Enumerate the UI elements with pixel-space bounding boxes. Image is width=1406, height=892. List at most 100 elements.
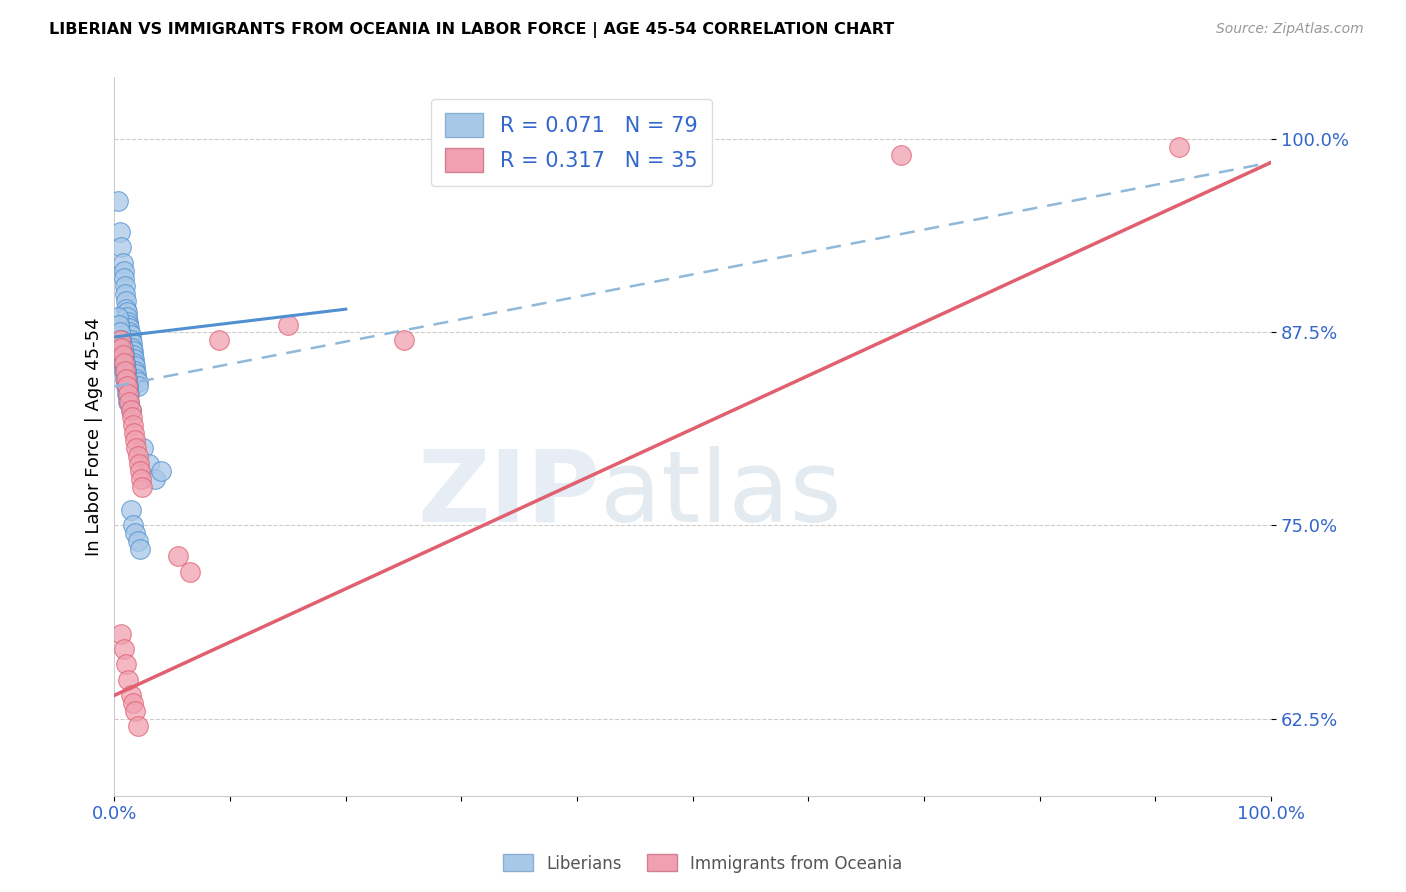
Point (124, 434, 146, 448)
Point (115, 310, 138, 324)
Point (107, 310, 129, 324)
Point (122, 696, 145, 710)
Y-axis label: In Labor Force | Age 45-54: In Labor Force | Age 45-54 (86, 318, 103, 556)
Point (122, 349, 145, 363)
Point (114, 364, 136, 378)
Point (118, 394, 141, 409)
Point (118, 326, 141, 340)
Point (107, 326, 129, 340)
Point (179, 565, 201, 579)
Point (111, 349, 134, 363)
Point (117, 387, 139, 401)
Point (112, 356, 135, 370)
Point (108, 318, 131, 332)
Point (167, 549, 190, 564)
Point (124, 364, 146, 378)
Text: LIBERIAN VS IMMIGRANTS FROM OCEANIA IN LABOR FORCE | AGE 45-54 CORRELATION CHART: LIBERIAN VS IMMIGRANTS FROM OCEANIA IN L… (49, 22, 894, 38)
Point (115, 379, 138, 393)
Point (115, 379, 138, 393)
Point (132, 441, 155, 455)
Point (108, 318, 131, 332)
Point (111, 341, 134, 355)
Point (112, 642, 135, 657)
Text: ZIP: ZIP (418, 446, 600, 542)
Point (117, 673, 139, 687)
Point (110, 349, 132, 363)
Point (890, 147, 912, 161)
Point (120, 328, 142, 343)
Point (118, 320, 141, 334)
Point (138, 457, 160, 471)
Point (108, 326, 131, 340)
Point (114, 364, 136, 378)
Point (122, 425, 145, 440)
Point (112, 263, 135, 277)
Point (114, 372, 136, 386)
Point (108, 333, 131, 347)
Point (127, 533, 149, 548)
Point (128, 464, 150, 478)
Point (149, 464, 172, 478)
Point (111, 349, 134, 363)
Point (117, 394, 139, 409)
Point (108, 341, 131, 355)
Point (115, 657, 138, 672)
Point (122, 343, 145, 358)
Point (124, 359, 146, 374)
Point (124, 704, 146, 718)
Point (207, 333, 229, 347)
Point (110, 626, 132, 640)
Point (110, 333, 132, 347)
Point (112, 271, 135, 285)
Point (112, 364, 135, 378)
Point (117, 379, 139, 393)
Point (111, 256, 134, 270)
Point (115, 302, 138, 317)
Point (131, 480, 153, 494)
Point (117, 318, 139, 332)
Point (125, 372, 148, 386)
Point (121, 336, 143, 351)
Point (120, 333, 142, 347)
Text: Source: ZipAtlas.com: Source: ZipAtlas.com (1216, 22, 1364, 37)
Point (122, 417, 145, 432)
Point (110, 240, 132, 254)
Point (115, 364, 138, 378)
Point (118, 387, 141, 401)
Point (120, 402, 142, 417)
Point (117, 314, 139, 328)
Point (129, 472, 152, 486)
Point (108, 326, 131, 340)
Point (115, 379, 138, 393)
Legend: Liberians, Immigrants from Oceania: Liberians, Immigrants from Oceania (496, 847, 910, 880)
Point (112, 356, 135, 370)
Point (114, 286, 136, 301)
Point (115, 305, 138, 319)
Point (112, 349, 135, 363)
Point (108, 225, 131, 239)
Point (115, 372, 138, 386)
Point (1167, 140, 1189, 154)
Point (115, 294, 138, 309)
Point (392, 333, 415, 347)
Point (118, 394, 141, 409)
Point (121, 410, 143, 425)
Point (120, 503, 142, 517)
Point (112, 349, 135, 363)
Point (117, 387, 139, 401)
Point (128, 541, 150, 556)
Point (122, 351, 145, 366)
Point (108, 333, 131, 347)
Point (127, 379, 149, 393)
Point (115, 372, 138, 386)
Point (115, 372, 138, 386)
Text: atlas: atlas (600, 446, 842, 542)
Point (110, 333, 132, 347)
Point (124, 526, 146, 541)
Legend: R = 0.071   N = 79, R = 0.317   N = 35: R = 0.071 N = 79, R = 0.317 N = 35 (430, 99, 711, 186)
Point (110, 341, 132, 355)
Point (143, 472, 166, 486)
Point (111, 341, 134, 355)
Point (107, 194, 129, 208)
Point (127, 375, 149, 389)
